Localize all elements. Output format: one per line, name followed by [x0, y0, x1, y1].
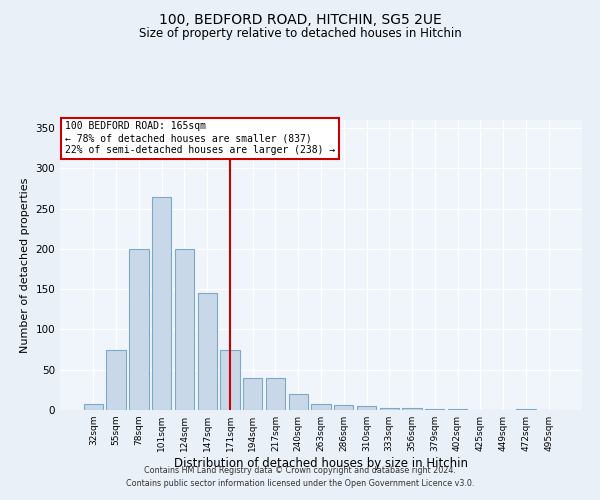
Text: 100, BEDFORD ROAD, HITCHIN, SG5 2UE: 100, BEDFORD ROAD, HITCHIN, SG5 2UE [158, 12, 442, 26]
Bar [380, 408, 399, 410]
Bar [357, 406, 376, 410]
Bar [266, 378, 285, 410]
Bar [129, 249, 149, 410]
Bar [516, 409, 536, 410]
Bar [334, 405, 353, 410]
Bar [448, 409, 467, 410]
Bar [311, 404, 331, 410]
Bar [403, 408, 422, 410]
Text: Size of property relative to detached houses in Hitchin: Size of property relative to detached ho… [139, 28, 461, 40]
Bar [243, 378, 262, 410]
Bar [220, 350, 239, 410]
Bar [425, 409, 445, 410]
X-axis label: Distribution of detached houses by size in Hitchin: Distribution of detached houses by size … [174, 457, 468, 470]
Text: Contains HM Land Registry data © Crown copyright and database right 2024.
Contai: Contains HM Land Registry data © Crown c… [126, 466, 474, 487]
Bar [289, 394, 308, 410]
Y-axis label: Number of detached properties: Number of detached properties [20, 178, 30, 352]
Text: 100 BEDFORD ROAD: 165sqm
← 78% of detached houses are smaller (837)
22% of semi-: 100 BEDFORD ROAD: 165sqm ← 78% of detach… [65, 122, 335, 154]
Bar [106, 350, 126, 410]
Bar [84, 404, 103, 410]
Bar [175, 249, 194, 410]
Bar [197, 293, 217, 410]
Bar [152, 196, 172, 410]
